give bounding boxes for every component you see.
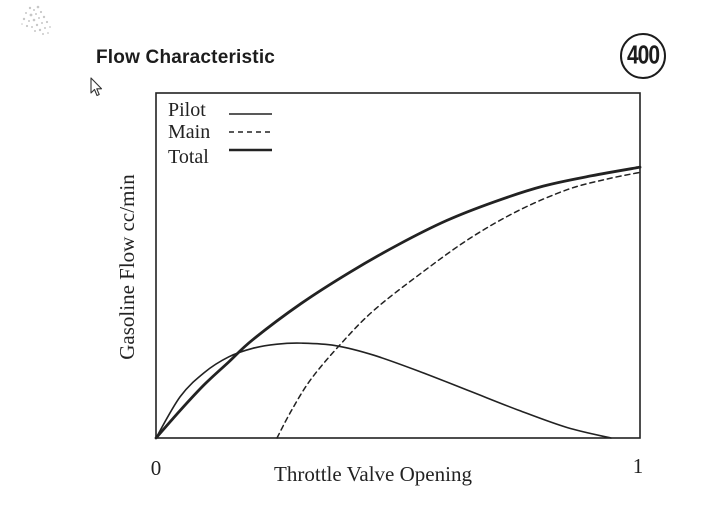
plot-frame bbox=[155, 92, 641, 439]
series-line-pilot bbox=[155, 342, 612, 439]
series-line-main bbox=[276, 171, 641, 439]
legend-label-pilot: Pilot bbox=[168, 99, 206, 121]
page-number-badge: 400 bbox=[620, 33, 666, 79]
x-axis-label: Throttle Valve Opening bbox=[274, 462, 472, 486]
legend: Pilot Main Total bbox=[168, 99, 272, 168]
series-layer bbox=[154, 165, 642, 440]
x-tick-label-1: 1 bbox=[633, 454, 644, 478]
series-line-total bbox=[154, 165, 642, 440]
legend-label-total: Total bbox=[168, 146, 209, 168]
cursor-arrow-icon bbox=[90, 77, 103, 97]
scan-smudge-mark bbox=[21, 5, 51, 35]
x-tick-label-0: 0 bbox=[151, 456, 162, 480]
page-number: 400 bbox=[626, 41, 660, 70]
y-axis-label: Gasoline Flow cc/min bbox=[115, 174, 139, 360]
legend-label-main: Main bbox=[168, 121, 210, 143]
page-title: Flow Characteristic bbox=[96, 47, 276, 68]
